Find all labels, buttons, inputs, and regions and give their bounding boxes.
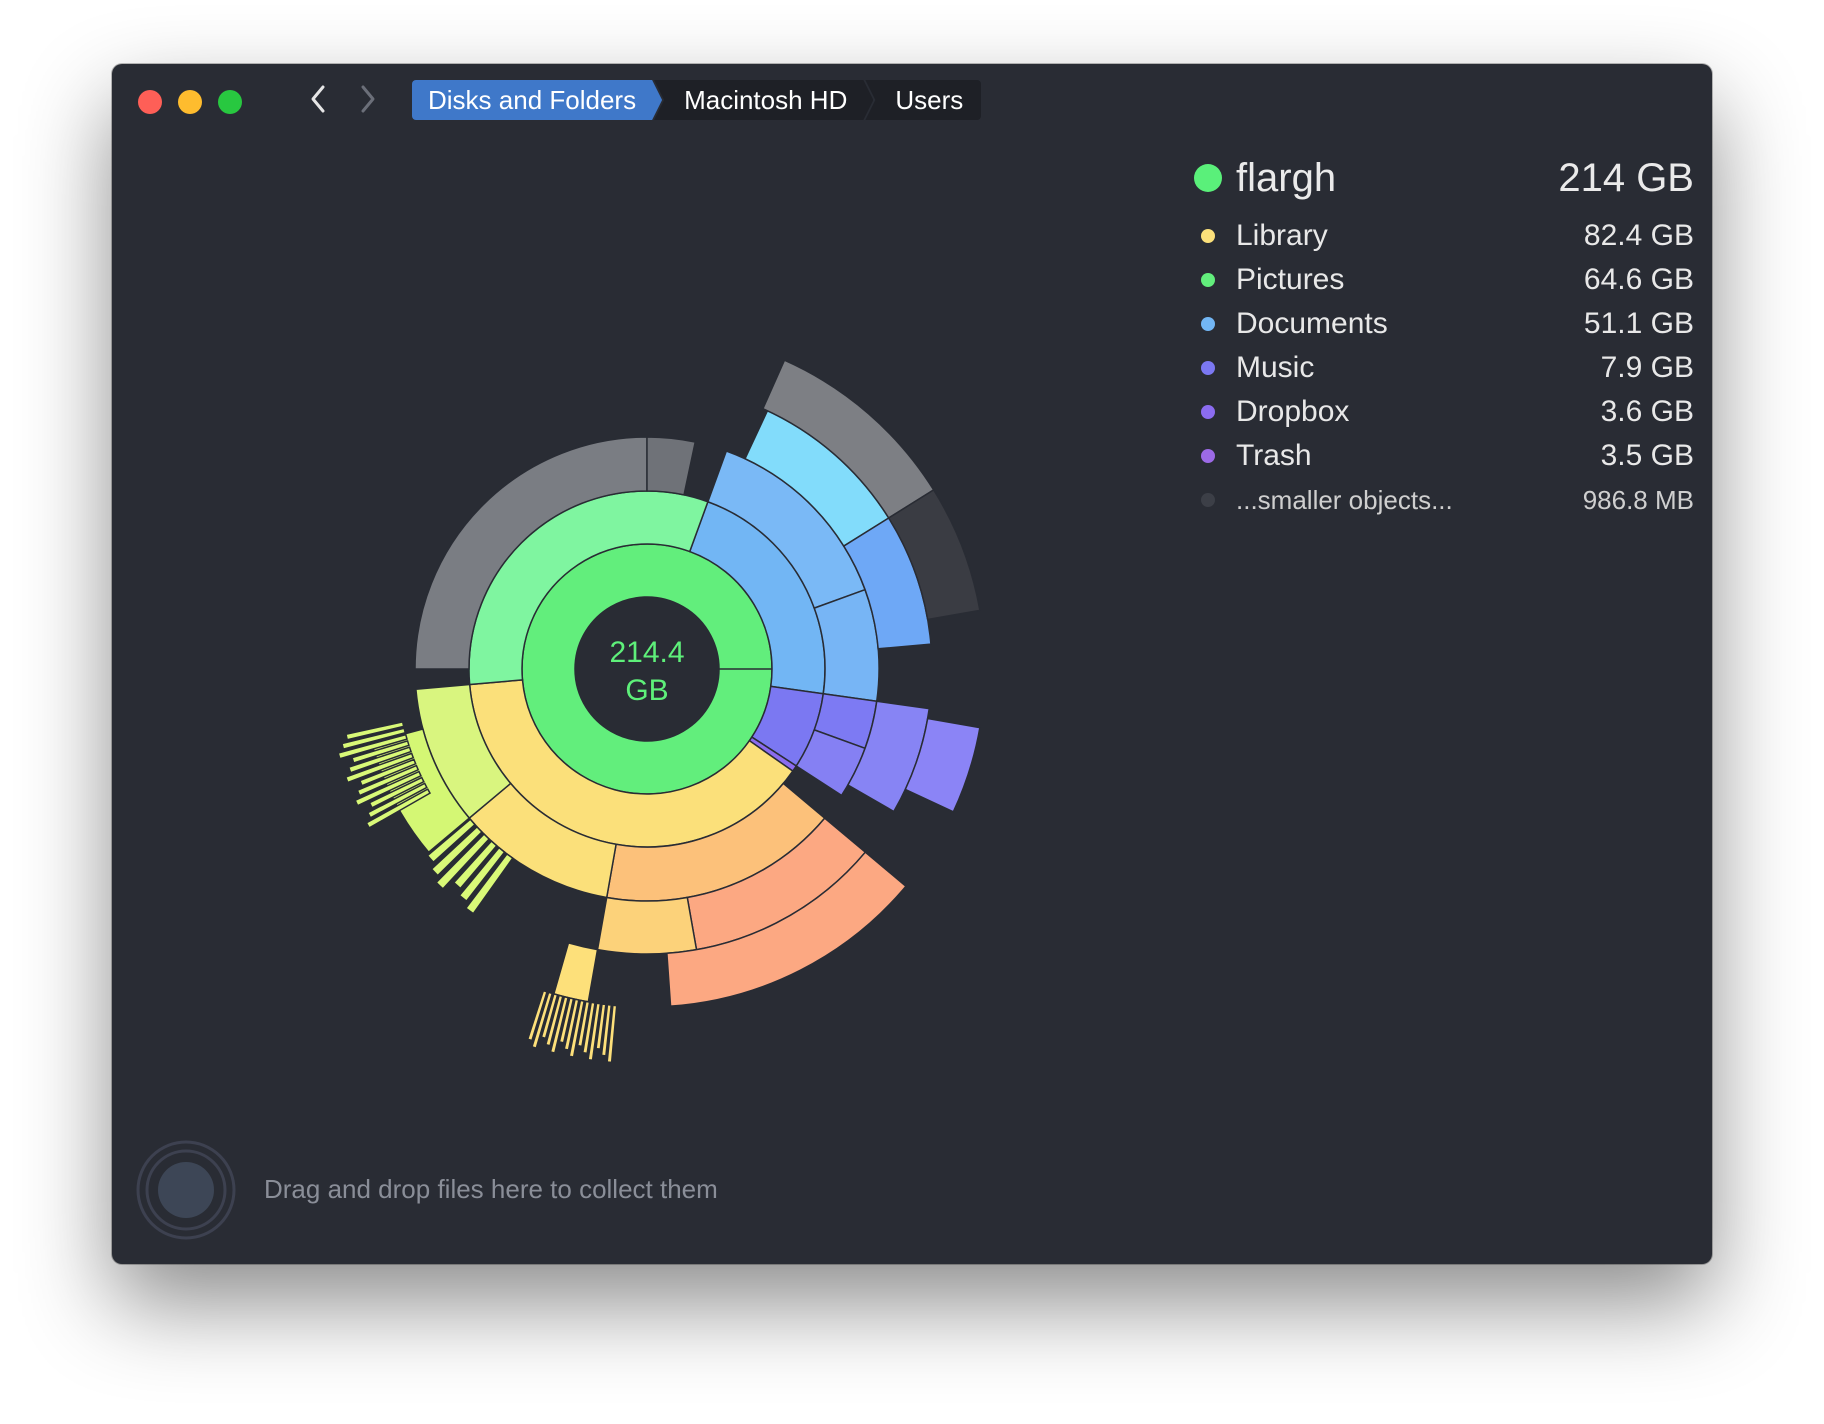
sunburst-segment[interactable] bbox=[904, 717, 981, 813]
sunburst-bar[interactable] bbox=[337, 733, 408, 760]
legend-dot bbox=[1201, 449, 1215, 463]
back-button[interactable] bbox=[302, 80, 336, 118]
sunburst-bar[interactable] bbox=[341, 727, 407, 750]
sunburst-bar[interactable] bbox=[606, 1004, 618, 1064]
sunburst-bar[interactable] bbox=[531, 991, 554, 1050]
forward-button[interactable] bbox=[350, 80, 384, 118]
dropzone-button[interactable] bbox=[136, 1140, 236, 1240]
breadcrumb: Disks and Folders Macintosh HD Users bbox=[412, 80, 982, 120]
legend-item-name: Pictures bbox=[1236, 263, 1345, 296]
legend-item-music[interactable]: Music 7.9 GB bbox=[1194, 346, 1694, 390]
legend-item-size: 3.5 GB bbox=[1600, 439, 1694, 472]
sunburst-bar[interactable] bbox=[366, 782, 428, 819]
center-unit: GB bbox=[625, 674, 668, 707]
legend-header-size: 214 GB bbox=[1558, 155, 1694, 200]
zoom-button[interactable] bbox=[218, 90, 242, 114]
sunburst-segment[interactable] bbox=[596, 896, 698, 955]
sunburst-bar[interactable] bbox=[368, 776, 425, 809]
sunburst-bar[interactable] bbox=[358, 758, 417, 787]
legend-item-name: ...smaller objects... bbox=[1236, 484, 1453, 515]
center-value: 214.4 bbox=[609, 636, 684, 669]
legend-item-name: Dropbox bbox=[1236, 395, 1350, 428]
sunburst-bar[interactable] bbox=[540, 992, 559, 1040]
legend-dot bbox=[1201, 229, 1215, 243]
legend-item-size: 51.1 GB bbox=[1583, 307, 1694, 340]
sunburst-bar[interactable] bbox=[587, 1002, 602, 1062]
legend-item-smaller-objects[interactable]: ...smaller objects... 986.8 MB bbox=[1194, 478, 1694, 522]
dropzone-hint: Drag and drop files here to collect them bbox=[264, 1174, 718, 1204]
sunburst-bar[interactable] bbox=[549, 995, 570, 1054]
sunburst-bar[interactable] bbox=[568, 999, 586, 1058]
legend-item-size: 64.6 GB bbox=[1583, 263, 1694, 296]
legend-item-size: 986.8 MB bbox=[1582, 484, 1694, 515]
chevron-left-icon bbox=[311, 85, 325, 113]
legend-item-trash[interactable]: Trash 3.5 GB bbox=[1194, 434, 1694, 478]
breadcrumb-users[interactable]: Users bbox=[865, 80, 982, 120]
sunburst-segment[interactable] bbox=[666, 851, 907, 1007]
sunburst-bar[interactable] bbox=[458, 846, 506, 903]
sunburst-segment[interactable] bbox=[813, 588, 880, 703]
sunburst-bar[interactable] bbox=[558, 997, 575, 1044]
sunburst-segment[interactable] bbox=[552, 942, 599, 1003]
sunburst-bar[interactable] bbox=[544, 994, 564, 1047]
sunburst-bar[interactable] bbox=[563, 998, 580, 1051]
legend-dot bbox=[1201, 405, 1215, 419]
sunburst-bar[interactable] bbox=[435, 833, 491, 890]
legend-item-name: Library bbox=[1236, 219, 1328, 252]
sunburst-bar[interactable] bbox=[526, 989, 548, 1042]
app-window: Disks and Folders Macintosh HD Users 214… bbox=[112, 64, 1712, 1264]
sunburst-bar[interactable] bbox=[351, 740, 410, 764]
legend-header[interactable]: flargh 214 GB bbox=[1194, 150, 1694, 206]
sunburst-chart[interactable]: 214.4 GB bbox=[112, 64, 1112, 1124]
sunburst-bar[interactable] bbox=[365, 788, 432, 829]
legend-header-dot bbox=[1194, 164, 1222, 192]
breadcrumb-macintosh-hd[interactable]: Macintosh HD bbox=[654, 80, 873, 120]
sunburst-segment[interactable] bbox=[646, 436, 697, 496]
sunburst-bar[interactable] bbox=[576, 1000, 591, 1048]
sunburst-bar[interactable] bbox=[464, 852, 514, 915]
chevron-right-icon bbox=[361, 85, 375, 113]
legend-dot bbox=[1201, 493, 1215, 507]
legend-dot bbox=[1201, 317, 1215, 331]
sunburst-bar[interactable] bbox=[595, 1003, 607, 1050]
sunburst-bar[interactable] bbox=[347, 746, 412, 774]
legend-item-documents[interactable]: Documents 51.1 GB bbox=[1194, 302, 1694, 346]
legend-item-name: Trash bbox=[1236, 439, 1312, 472]
sunburst-segment[interactable] bbox=[887, 488, 981, 621]
legend-panel: flargh 214 GB Library 82.4 GB Pictures 6… bbox=[1194, 150, 1694, 522]
sunburst-bar[interactable] bbox=[426, 818, 476, 864]
breadcrumb-disks-and-folders[interactable]: Disks and Folders bbox=[412, 80, 662, 120]
legend-item-name: Music bbox=[1236, 351, 1315, 384]
collector-ring-icon bbox=[136, 1140, 236, 1240]
legend-dot bbox=[1201, 361, 1215, 375]
legend-item-size: 7.9 GB bbox=[1600, 351, 1694, 384]
close-button[interactable] bbox=[138, 90, 162, 114]
minimize-button[interactable] bbox=[178, 90, 202, 114]
sunburst-center[interactable] bbox=[575, 597, 719, 741]
sunburst-bar[interactable] bbox=[344, 752, 415, 784]
legend-item-size: 82.4 GB bbox=[1583, 219, 1694, 252]
sunburst-bar[interactable] bbox=[452, 840, 498, 890]
sunburst-bar[interactable] bbox=[581, 1001, 596, 1055]
legend-header-name: flargh bbox=[1236, 155, 1337, 200]
legend-item-library[interactable]: Library 82.4 GB bbox=[1194, 214, 1694, 258]
legend-item-pictures[interactable]: Pictures 64.6 GB bbox=[1194, 258, 1694, 302]
legend-dot bbox=[1201, 273, 1215, 287]
legend-item-size: 3.6 GB bbox=[1600, 395, 1694, 428]
sunburst-bar[interactable] bbox=[354, 770, 422, 807]
sunburst-bar[interactable] bbox=[345, 721, 405, 741]
legend-item-name: Documents bbox=[1236, 307, 1388, 340]
legend-item-dropbox[interactable]: Dropbox 3.6 GB bbox=[1194, 390, 1694, 434]
sunburst-bar[interactable] bbox=[356, 764, 420, 797]
sunburst-bar[interactable] bbox=[430, 825, 483, 877]
sunburst-bar[interactable] bbox=[600, 1003, 613, 1057]
